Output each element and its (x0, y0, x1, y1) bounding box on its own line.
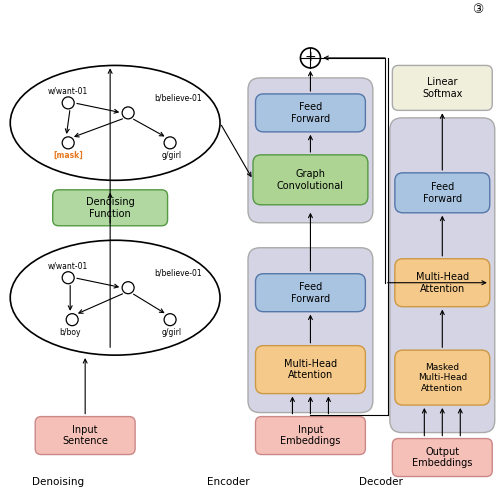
Text: b/boy: b/boy (59, 328, 81, 337)
Circle shape (62, 272, 74, 284)
Text: Encoder: Encoder (207, 477, 249, 487)
Text: w/want-01: w/want-01 (48, 86, 88, 96)
Circle shape (122, 282, 134, 294)
Text: b/believe-01: b/believe-01 (154, 93, 201, 102)
Text: w/want-01: w/want-01 (48, 261, 88, 270)
Circle shape (164, 137, 176, 149)
Text: Denoising
Function: Denoising Function (86, 197, 134, 219)
Ellipse shape (10, 65, 219, 181)
Text: Feed
Forward: Feed Forward (290, 282, 329, 304)
Text: b/believe-01: b/believe-01 (154, 268, 201, 277)
Text: Output
Embeddings: Output Embeddings (411, 447, 471, 468)
Circle shape (164, 314, 176, 325)
FancyBboxPatch shape (392, 439, 491, 476)
FancyBboxPatch shape (392, 65, 491, 110)
FancyBboxPatch shape (247, 248, 372, 412)
FancyBboxPatch shape (255, 94, 365, 132)
FancyBboxPatch shape (394, 173, 489, 213)
Text: Feed
Forward: Feed Forward (422, 182, 461, 203)
FancyBboxPatch shape (389, 118, 494, 432)
FancyBboxPatch shape (53, 190, 167, 226)
FancyBboxPatch shape (255, 346, 365, 394)
Text: Feed
Forward: Feed Forward (290, 102, 329, 123)
Text: Masked
Multi-Head
Attention: Masked Multi-Head Attention (417, 363, 466, 392)
Circle shape (62, 97, 74, 109)
FancyBboxPatch shape (255, 274, 365, 312)
Text: Linear
Softmax: Linear Softmax (421, 77, 461, 99)
Text: g/girl: g/girl (162, 151, 182, 161)
Text: Denoising: Denoising (32, 477, 84, 487)
FancyBboxPatch shape (394, 259, 489, 306)
Circle shape (122, 107, 134, 119)
Text: g/girl: g/girl (162, 328, 182, 337)
FancyBboxPatch shape (35, 417, 135, 454)
Ellipse shape (10, 240, 219, 355)
Text: ③: ③ (471, 3, 482, 17)
Text: [mask]: [mask] (53, 151, 83, 161)
FancyBboxPatch shape (253, 155, 367, 205)
FancyBboxPatch shape (394, 350, 489, 405)
FancyBboxPatch shape (247, 78, 372, 223)
Text: Input
Sentence: Input Sentence (62, 425, 108, 447)
Text: Decoder: Decoder (359, 477, 402, 487)
Text: Multi-Head
Attention: Multi-Head Attention (415, 272, 468, 293)
Text: Input
Embeddings: Input Embeddings (280, 425, 340, 447)
Circle shape (66, 314, 78, 325)
Circle shape (62, 137, 74, 149)
FancyBboxPatch shape (255, 417, 365, 454)
Text: +: + (304, 50, 316, 64)
Text: Graph
Convolutional: Graph Convolutional (277, 169, 343, 191)
Text: Multi-Head
Attention: Multi-Head Attention (283, 359, 336, 381)
